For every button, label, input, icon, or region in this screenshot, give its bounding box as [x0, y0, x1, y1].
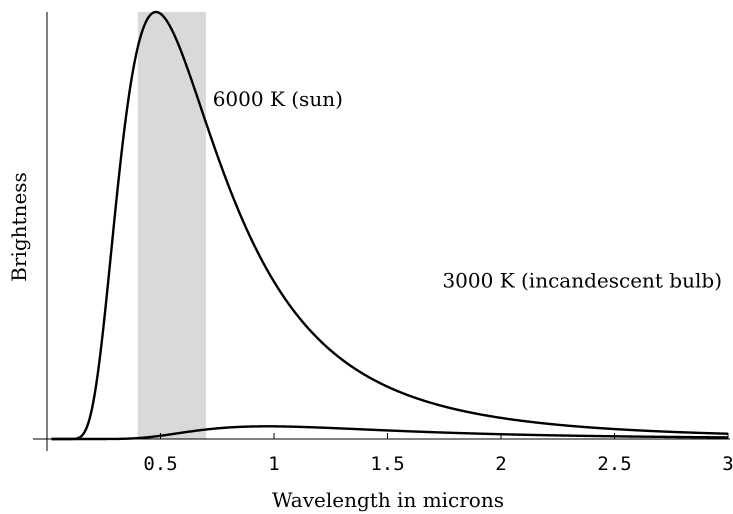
- y-axis-label: Brightness: [7, 172, 31, 282]
- x-tick-label: 2: [495, 453, 506, 475]
- curve-3000k: [51, 425, 729, 441]
- x-tick-label: 1.5: [370, 453, 404, 475]
- curves: [51, 10, 729, 441]
- series-label-3000k: 3000 K (incandescent bulb): [442, 268, 722, 292]
- x-tick-label: 2.5: [597, 453, 631, 475]
- x-tick-label: 3: [722, 453, 733, 475]
- x-ticks: 0.5 1 1.5 2 2.5 3: [143, 433, 733, 475]
- x-axis-label: Wavelength in microns: [272, 488, 504, 512]
- x-tick-label: 1: [268, 453, 279, 475]
- series-label-6000k: 6000 K (sun): [213, 87, 343, 111]
- series-labels: 6000 K (sun) 3000 K (incandescent bulb): [213, 87, 722, 292]
- curve-6000k: [51, 10, 729, 441]
- visible-band: [137, 12, 206, 439]
- x-tick-label: 0.5: [143, 453, 177, 475]
